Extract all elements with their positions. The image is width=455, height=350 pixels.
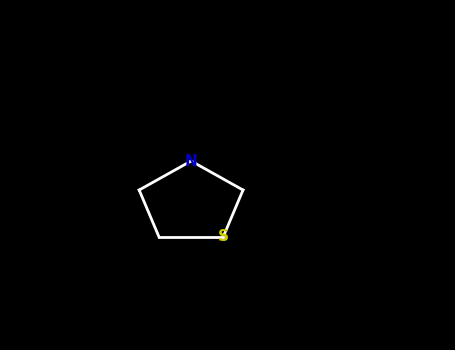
Text: S: S (217, 230, 229, 245)
Text: N: N (185, 154, 197, 168)
